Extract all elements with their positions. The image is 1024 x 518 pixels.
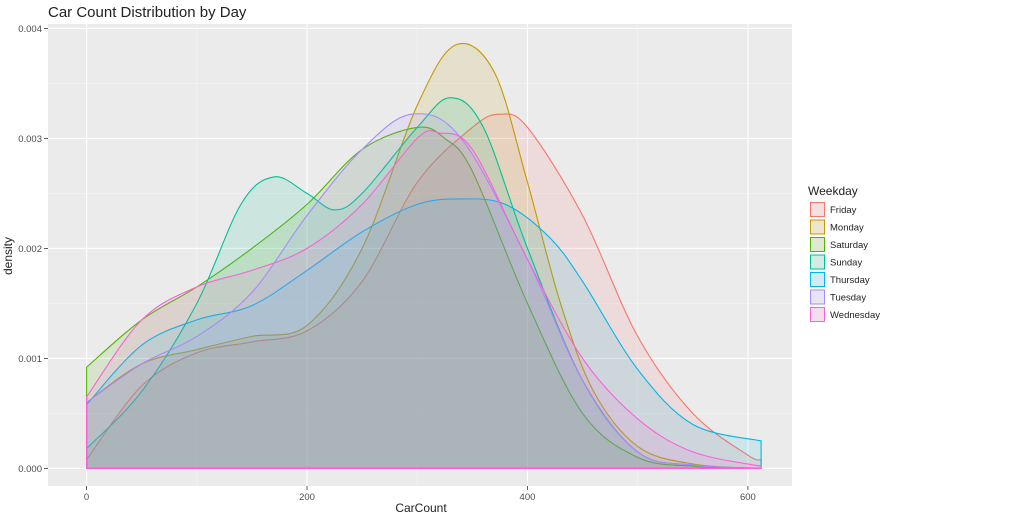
- density-area-saturday: [86, 126, 762, 469]
- legend-key-sunday: [810, 254, 825, 270]
- x-tick-label: 400: [520, 492, 536, 503]
- legend-key-bg: [810, 272, 825, 287]
- legend-key-bg: [810, 202, 825, 217]
- legend-key-tuesday: [810, 289, 825, 305]
- chart-title: Car Count Distribution by Day: [48, 4, 247, 21]
- legend: Weekday Friday Monday Saturday Sunday Thursd…: [808, 184, 880, 322]
- y-axis-ticks: 0.000 0.001 0.002 0.003 0.004: [18, 24, 48, 475]
- legend-key-bg: [810, 307, 825, 322]
- x-tick-label: 200: [299, 492, 315, 503]
- legend-label-saturday: Saturday: [830, 240, 868, 251]
- legend-label-tuesday: Tuesday: [830, 293, 866, 304]
- legend-label-monday: Monday: [830, 223, 864, 234]
- x-tick-label: 600: [740, 492, 756, 503]
- legend-key-monday: [810, 219, 825, 235]
- y-tick-label: 0.004: [18, 24, 42, 35]
- legend-key-saturday: [810, 237, 825, 252]
- legend-title: Weekday: [808, 184, 858, 198]
- legend-label-friday: Friday: [830, 205, 857, 216]
- density-area-wednesday: [86, 129, 762, 469]
- legend-label-thursday: Thursday: [830, 275, 870, 286]
- density-area-thursday: [86, 198, 762, 469]
- x-tick-label: 0: [84, 492, 89, 503]
- legend-key-bg: [810, 219, 825, 235]
- density-area-friday: [86, 113, 762, 469]
- y-tick-label: 0.001: [18, 354, 42, 365]
- x-axis-ticks: 0 200 400 600: [84, 486, 756, 503]
- legend-key-thursday: [810, 272, 825, 287]
- legend-key-bg: [810, 289, 825, 305]
- grid-lines: [48, 24, 792, 486]
- x-axis-title: CarCount: [395, 501, 447, 515]
- y-tick-label: 0.000: [18, 464, 42, 475]
- legend-key-wednesday: [810, 307, 825, 322]
- legend-key-bg: [810, 237, 825, 252]
- density-areas: [86, 43, 762, 469]
- density-area-tuesday: [86, 113, 762, 469]
- density-area-monday: [86, 43, 762, 469]
- y-tick-label: 0.002: [18, 244, 42, 255]
- legend-key-friday: [810, 202, 825, 217]
- y-axis-title: density: [1, 237, 15, 275]
- plot-panel: [48, 24, 792, 486]
- legend-key-bg: [810, 254, 825, 270]
- y-tick-label: 0.003: [18, 134, 42, 145]
- legend-label-wednesday: Wednesday: [830, 310, 880, 321]
- legend-label-sunday: Sunday: [830, 258, 862, 269]
